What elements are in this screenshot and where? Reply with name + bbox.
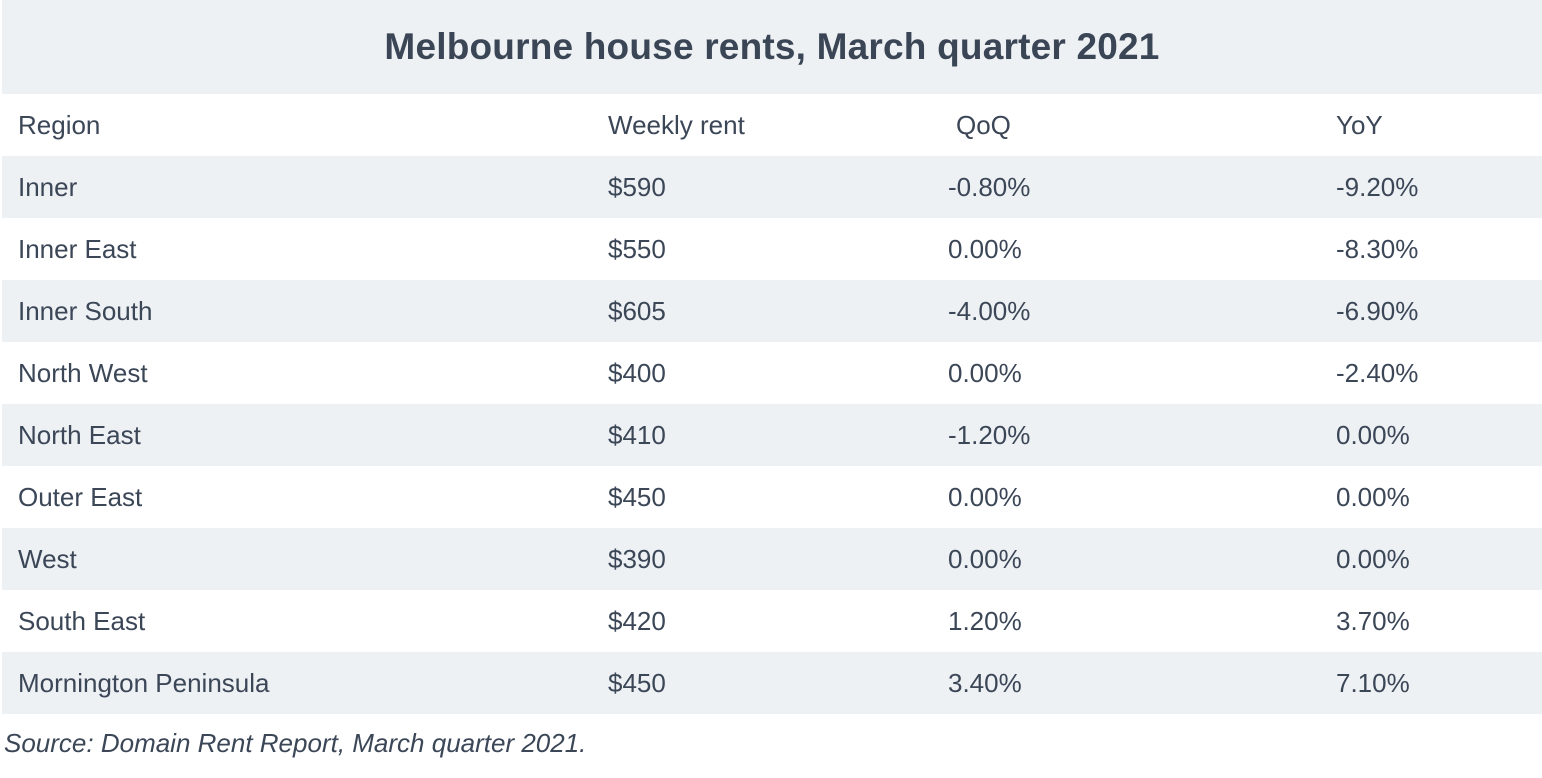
column-header-region: Region [18,109,101,140]
cell-qoq: -0.80% [948,171,1031,202]
column-header-yoy: YoY [1336,109,1383,140]
cell-yoy: 0.00% [1336,419,1410,450]
cell-region: Mornington Peninsula [18,667,270,698]
cell-region: West [18,543,77,574]
cell-weekly-rent: $450 [608,481,666,512]
cell-region: South East [18,605,146,636]
column-header-qoq: QoQ [956,109,1011,140]
table-header-row: Region Weekly rent QoQ YoY [2,94,1542,156]
cell-qoq: -1.20% [948,419,1031,450]
cell-weekly-rent: $550 [608,233,666,264]
source-note: Source: Domain Rent Report, March quarte… [4,728,587,758]
cell-weekly-rent: $390 [608,543,666,574]
cell-region: North West [18,357,148,388]
table-row: North West $400 0.00% -2.40% [2,342,1542,404]
cell-qoq: 3.40% [948,667,1022,698]
table-row: North East $410 -1.20% 0.00% [2,404,1542,466]
cell-qoq: 1.20% [948,605,1022,636]
column-header-weekly-rent: Weekly rent [608,109,745,140]
cell-weekly-rent: $450 [608,667,666,698]
table-row: Inner South $605 -4.00% -6.90% [2,280,1542,342]
rent-table-card: Melbourne house rents, March quarter 202… [2,0,1542,714]
title-bar: Melbourne house rents, March quarter 202… [2,0,1542,94]
cell-weekly-rent: $420 [608,605,666,636]
cell-region: Inner [18,171,78,202]
cell-region: Inner South [18,295,153,326]
cell-region: Inner East [18,233,137,264]
cell-yoy: 7.10% [1336,667,1410,698]
cell-qoq: 0.00% [948,543,1022,574]
table-row: Inner $590 -0.80% -9.20% [2,156,1542,218]
table-title: Melbourne house rents, March quarter 202… [384,26,1160,67]
cell-region: Outer East [18,481,143,512]
cell-yoy: -2.40% [1336,357,1419,388]
cell-weekly-rent: $410 [608,419,666,450]
cell-weekly-rent: $590 [608,171,666,202]
cell-yoy: -8.30% [1336,233,1419,264]
cell-yoy: 0.00% [1336,481,1410,512]
rent-table: Region Weekly rent QoQ YoY Inner $590 -0… [2,94,1542,714]
cell-region: North East [18,419,141,450]
cell-yoy: -6.90% [1336,295,1419,326]
cell-qoq: -4.00% [948,295,1031,326]
table-row: West $390 0.00% 0.00% [2,528,1542,590]
cell-yoy: 0.00% [1336,543,1410,574]
cell-weekly-rent: $605 [608,295,666,326]
table-row: Mornington Peninsula $450 3.40% 7.10% [2,652,1542,714]
table-row: Inner East $550 0.00% -8.30% [2,218,1542,280]
cell-qoq: 0.00% [948,481,1022,512]
table-row: Outer East $450 0.00% 0.00% [2,466,1542,528]
table-row: South East $420 1.20% 3.70% [2,590,1542,652]
cell-qoq: 0.00% [948,233,1022,264]
cell-weekly-rent: $400 [608,357,666,388]
cell-yoy: 3.70% [1336,605,1410,636]
cell-qoq: 0.00% [948,357,1022,388]
cell-yoy: -9.20% [1336,171,1419,202]
